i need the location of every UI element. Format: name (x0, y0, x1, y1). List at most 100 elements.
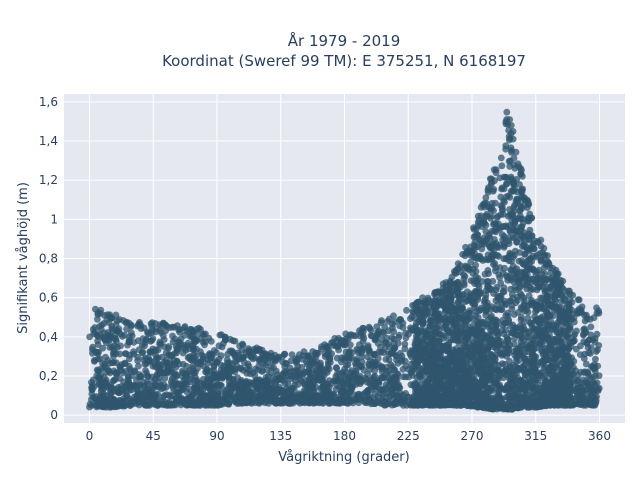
data-point (537, 331, 545, 339)
data-point (517, 331, 525, 339)
data-point (512, 217, 519, 225)
data-point (495, 362, 503, 369)
data-point (92, 305, 99, 313)
data-point (374, 330, 382, 338)
data-point (423, 394, 431, 402)
data-point (488, 204, 496, 212)
data-point (417, 366, 425, 373)
data-point (447, 336, 454, 344)
data-point (255, 362, 263, 370)
data-point (399, 373, 407, 381)
data-point (183, 372, 191, 380)
data-point (245, 379, 253, 386)
data-point (523, 263, 531, 271)
data-point (525, 217, 533, 225)
data-point (302, 358, 310, 366)
data-point (194, 386, 201, 393)
data-point (401, 345, 409, 353)
data-point (547, 274, 555, 282)
data-point (207, 354, 215, 362)
data-point (94, 341, 102, 348)
data-point (505, 192, 512, 200)
data-point (402, 362, 410, 370)
data-point (119, 369, 127, 377)
data-point (552, 297, 559, 305)
data-point (537, 294, 544, 302)
data-point (223, 392, 230, 400)
data-point (172, 382, 180, 389)
data-point (508, 147, 516, 154)
data-point (573, 307, 581, 315)
data-point (513, 354, 520, 362)
data-point (385, 340, 392, 348)
data-point (476, 368, 484, 376)
data-point (592, 348, 600, 355)
data-point (498, 231, 506, 239)
data-point (482, 389, 489, 397)
data-point (388, 386, 396, 394)
data-point (444, 329, 452, 337)
data-point (292, 359, 300, 366)
data-point (500, 351, 507, 358)
data-point (502, 145, 510, 153)
data-point (485, 343, 492, 351)
data-point (537, 302, 545, 310)
data-point (562, 355, 569, 363)
data-point (237, 364, 245, 372)
data-point (416, 312, 424, 320)
data-point (520, 243, 528, 251)
data-point (580, 338, 588, 345)
data-point (510, 154, 518, 162)
data-point (141, 339, 149, 346)
data-point (226, 335, 234, 343)
data-point (333, 365, 341, 372)
data-point (582, 360, 590, 368)
data-point (450, 268, 458, 275)
data-point (388, 334, 396, 342)
data-point (503, 333, 511, 341)
data-point (377, 344, 384, 351)
data-point (126, 338, 133, 346)
data-point (383, 364, 390, 371)
data-point (547, 282, 555, 290)
data-point (459, 312, 467, 320)
data-point (367, 400, 375, 408)
data-point (137, 325, 145, 332)
data-point (593, 330, 601, 338)
data-point (532, 308, 539, 316)
data-point (270, 364, 277, 372)
data-point (391, 344, 399, 352)
data-point (428, 370, 436, 378)
data-point (518, 166, 525, 174)
data-point (267, 369, 275, 377)
data-point (448, 294, 455, 302)
data-point (459, 304, 466, 312)
data-point (549, 356, 557, 363)
data-point (473, 362, 481, 370)
data-point (382, 356, 390, 363)
data-point (560, 343, 568, 351)
data-point (360, 366, 368, 374)
data-point (412, 337, 419, 345)
data-point (432, 292, 440, 300)
data-point (482, 294, 489, 302)
data-point (226, 363, 234, 371)
data-point (99, 344, 107, 352)
data-point (119, 386, 126, 394)
data-point (246, 370, 254, 378)
data-point (479, 323, 486, 331)
data-point (503, 116, 511, 123)
data-point (479, 201, 487, 209)
data-point (92, 396, 100, 403)
data-point (312, 349, 319, 357)
data-point (501, 198, 508, 206)
data-point (217, 352, 225, 359)
data-point (407, 326, 415, 333)
data-point (470, 226, 478, 233)
data-point (298, 399, 306, 406)
data-point (144, 330, 152, 337)
data-point (585, 349, 593, 357)
data-point (125, 395, 133, 403)
data-point (355, 390, 363, 398)
data-point (387, 350, 395, 358)
